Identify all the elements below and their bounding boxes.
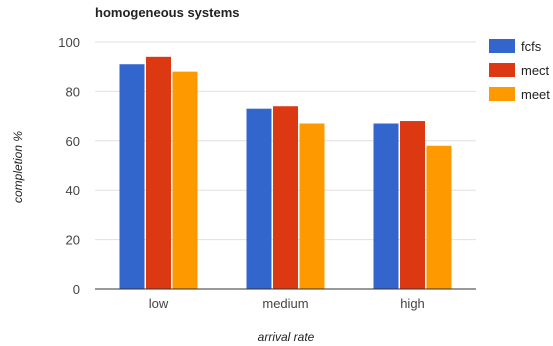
x-tick-label-high: high xyxy=(400,296,425,311)
x-tick-label-medium: medium xyxy=(262,296,308,311)
bar-mect-low xyxy=(146,56,171,289)
y-tick-label-80: 80 xyxy=(66,84,80,99)
y-tick-label-100: 100 xyxy=(58,35,80,50)
x-tick-label-low: low xyxy=(149,296,169,311)
legend-swatch-mect xyxy=(489,63,515,77)
legend: fcfs mect meet xyxy=(489,39,550,102)
y-tick-label-60: 60 xyxy=(66,134,80,149)
legend-label-mect: mect xyxy=(521,63,550,78)
x-axis-title: arrival rate xyxy=(258,330,315,344)
legend-label-fcfs: fcfs xyxy=(521,39,542,54)
bar-fcfs-high xyxy=(373,123,399,289)
y-tick-label-20: 20 xyxy=(66,233,80,248)
chart-title: homogeneous systems xyxy=(95,5,240,20)
bar-meet-low xyxy=(172,71,198,289)
bar-fcfs-medium xyxy=(246,108,272,289)
bar-mect-medium xyxy=(273,106,298,289)
y-axis-title: completion % xyxy=(11,131,25,203)
bar-fcfs-low xyxy=(119,64,145,289)
bar-meet-high xyxy=(426,145,452,289)
bars xyxy=(119,56,452,289)
bar-meet-medium xyxy=(299,123,325,289)
y-axis-ticks: 0 20 40 60 80 100 xyxy=(58,35,80,297)
legend-label-meet: meet xyxy=(521,87,550,102)
bar-mect-high xyxy=(400,121,425,289)
y-tick-label-0: 0 xyxy=(73,282,80,297)
y-tick-label-40: 40 xyxy=(66,183,80,198)
legend-swatch-fcfs xyxy=(489,39,515,53)
x-axis-ticks: low medium high xyxy=(149,296,425,311)
legend-swatch-meet xyxy=(489,87,515,101)
